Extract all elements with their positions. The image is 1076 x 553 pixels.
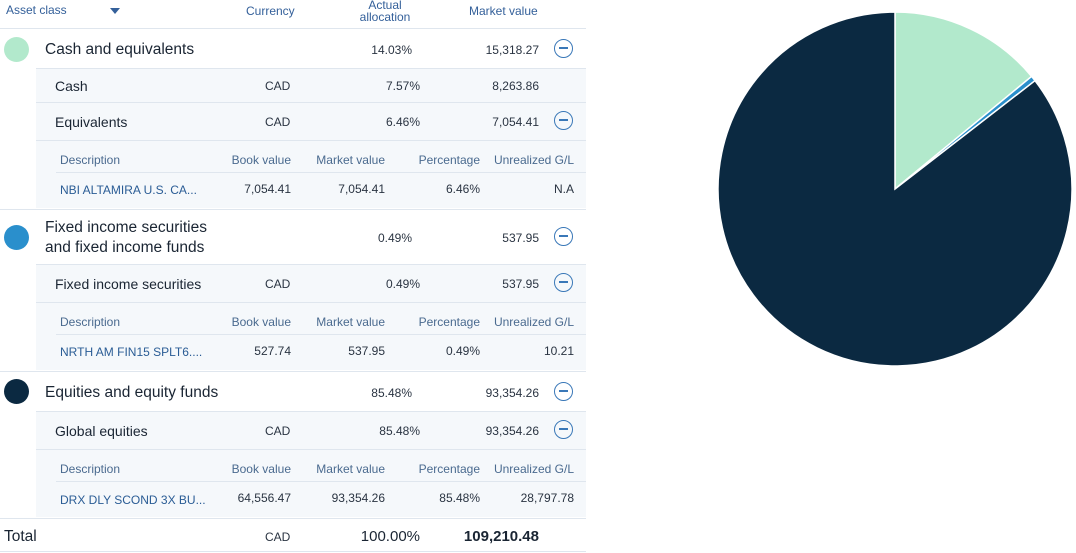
detail-header-description: Description: [60, 462, 121, 476]
group-name: Cash and equivalents: [45, 41, 195, 58]
sub-row-currency: CAD: [265, 424, 291, 438]
sub-row-name: Global equities: [55, 423, 148, 439]
actual-allocation-header-line2: allocation: [359, 10, 411, 24]
group-name-line1: Fixed income securities: [45, 219, 207, 236]
detail-header-book-value: Book value: [231, 315, 291, 329]
sub-row-allocation: 85.48%: [379, 424, 420, 438]
holding-book-value: 64,556.47: [237, 491, 291, 505]
fixed-income-color-dot: [4, 225, 29, 250]
holding-book-value: 7,054.41: [244, 182, 291, 196]
holding-market-value: 93,354.26: [331, 491, 385, 505]
allocation-pie-chart: [717, 11, 1073, 367]
group-name-line2: and fixed income funds: [45, 239, 205, 256]
detail-header-percentage: Percentage: [418, 462, 480, 476]
currency-header: Currency: [246, 4, 295, 18]
sub-row-allocation: 7.57%: [385, 79, 420, 93]
detail-header-book-value: Book value: [231, 153, 291, 167]
actual-allocation-header-line1: Actual: [368, 0, 402, 12]
sub-row-currency: CAD: [265, 79, 291, 93]
group-name: Equities and equity funds: [45, 384, 219, 401]
group-market-value: 537.95: [502, 231, 539, 245]
holding-link[interactable]: NRTH AM FIN15 SPLT6....: [60, 345, 203, 359]
holding-link[interactable]: NBI ALTAMIRA U.S. CA...: [60, 183, 197, 197]
detail-header-unrealized: Unrealized G/L: [493, 153, 574, 167]
detail-header-market-value: Market value: [316, 462, 385, 476]
detail-header-book-value: Book value: [231, 462, 291, 476]
detail-header-percentage: Percentage: [418, 153, 480, 167]
total-currency: CAD: [265, 530, 291, 544]
total-label: Total: [4, 528, 37, 545]
holding-link[interactable]: DRX DLY SCOND 3X BU...: [60, 493, 206, 507]
sub-row-allocation: 6.46%: [385, 115, 420, 129]
holding-market-value: 537.95: [348, 344, 385, 358]
sub-row-name: Equivalents: [55, 114, 128, 130]
market-value-header: Market value: [469, 4, 538, 18]
chevron-down-icon: [110, 7, 121, 14]
holding-percentage: 6.46%: [445, 182, 480, 196]
collapse-icon[interactable]: [554, 382, 573, 401]
equities-color-dot: [4, 379, 29, 404]
detail-header-unrealized: Unrealized G/L: [493, 315, 574, 329]
holding-market-value: 7,054.41: [338, 182, 385, 196]
sub-row-market-value: 93,354.26: [485, 424, 539, 438]
detail-header-market-value: Market value: [316, 153, 385, 167]
group-name: Fixed income securities and fixed income…: [45, 218, 207, 258]
detail-header-percentage: Percentage: [418, 315, 480, 329]
sub-row-name: Fixed income securities: [55, 276, 202, 292]
detail-header-description: Description: [60, 153, 121, 167]
holding-percentage: 0.49%: [445, 344, 480, 358]
pie-slice-equities: [717, 11, 1073, 367]
sub-row-currency: CAD: [265, 277, 291, 291]
collapse-icon[interactable]: [554, 39, 573, 58]
detail-header-unrealized: Unrealized G/L: [493, 462, 574, 476]
sub-row-market-value: 537.95: [502, 277, 539, 291]
collapse-icon[interactable]: [554, 273, 573, 292]
group-allocation: 85.48%: [371, 386, 412, 400]
group-market-value: 15,318.27: [485, 43, 539, 57]
detail-header-market-value: Market value: [316, 315, 385, 329]
sub-row-market-value: 7,054.41: [492, 115, 539, 129]
total-allocation: 100.00%: [360, 528, 420, 545]
collapse-icon[interactable]: [554, 111, 573, 130]
total-market-value: 109,210.48: [463, 528, 539, 545]
collapse-icon[interactable]: [554, 420, 573, 439]
detail-header-description: Description: [60, 315, 121, 329]
cash-equivalents-color-dot: [4, 37, 29, 62]
asset-class-dropdown[interactable]: Asset class: [6, 3, 121, 17]
holding-unrealized: 28,797.78: [520, 491, 574, 505]
group-allocation: 0.49%: [377, 231, 412, 245]
holding-unrealized: N.A: [553, 182, 574, 196]
sub-row-allocation: 0.49%: [385, 277, 420, 291]
group-market-value: 93,354.26: [485, 386, 539, 400]
sub-row-name: Cash: [55, 78, 88, 94]
asset-class-label: Asset class: [6, 3, 67, 17]
holding-book-value: 527.74: [254, 344, 291, 358]
sub-row-market-value: 8,263.86: [492, 79, 539, 93]
sub-row-currency: CAD: [265, 115, 291, 129]
pie-slice-cash: [894, 11, 1033, 191]
actual-allocation-header: Actual allocation: [350, 0, 420, 23]
group-allocation: 14.03%: [371, 43, 412, 57]
holding-percentage: 85.48%: [439, 491, 480, 505]
collapse-icon[interactable]: [554, 227, 573, 246]
holding-unrealized: 10.21: [543, 344, 574, 358]
